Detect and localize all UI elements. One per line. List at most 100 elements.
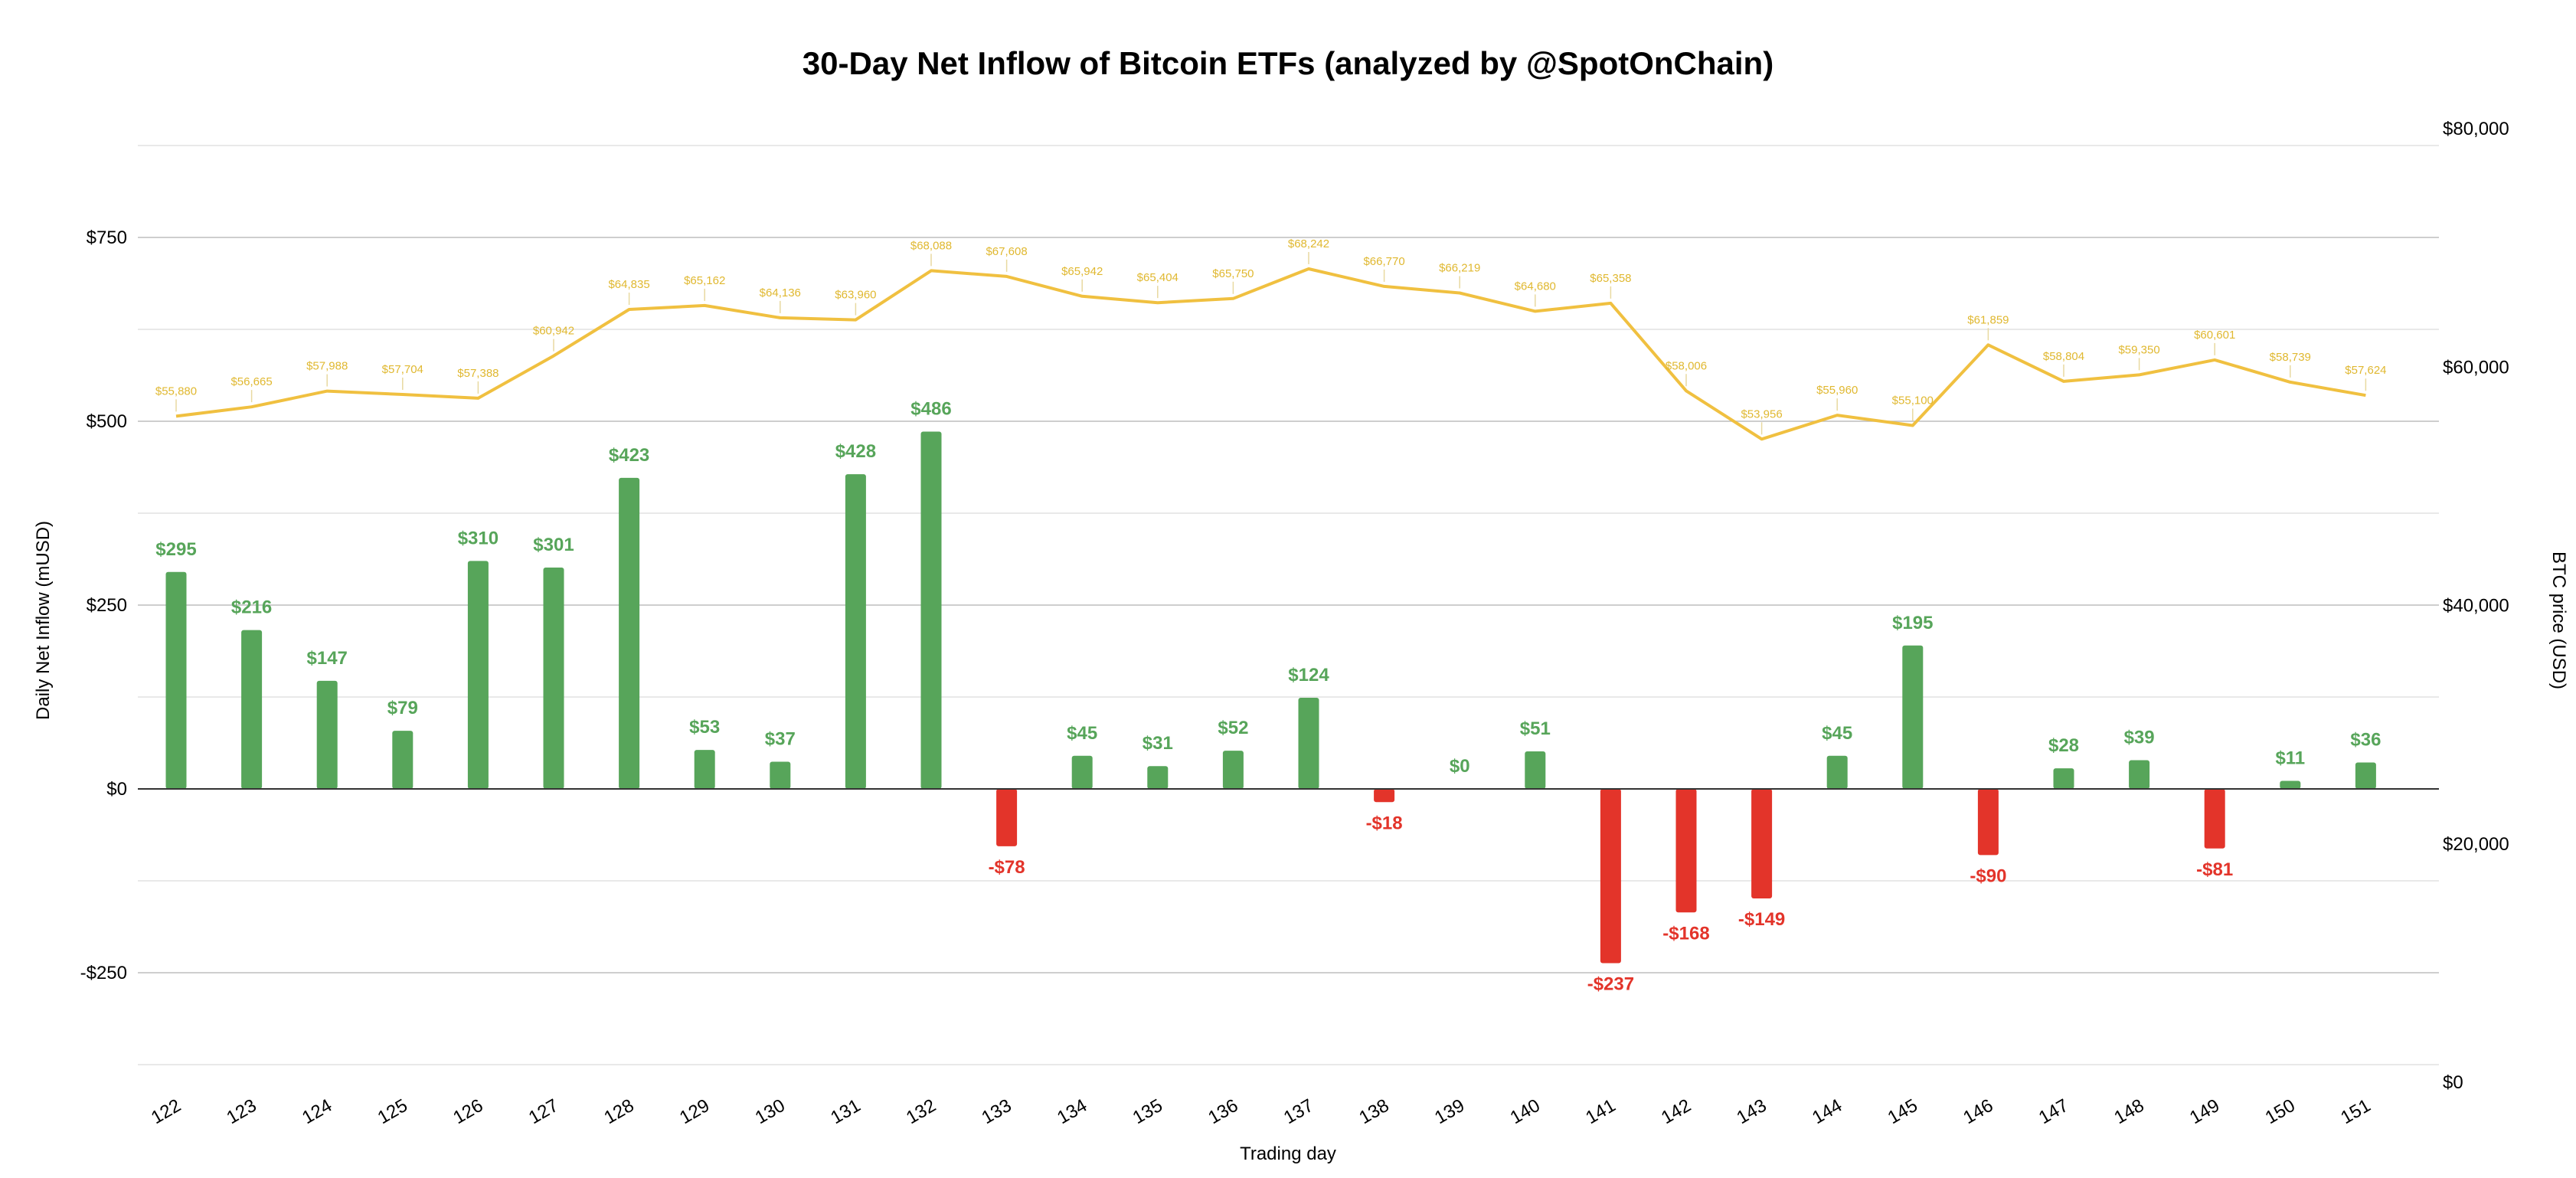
right-tick-label: $80,000: [2443, 119, 2509, 139]
bar-data-label: $301: [533, 535, 574, 555]
price-data-label: $65,162: [684, 274, 725, 287]
bar: [316, 680, 338, 789]
bar: [1977, 789, 1999, 856]
price-data-label: $56,665: [230, 375, 272, 388]
price-data-label: $68,088: [910, 239, 952, 252]
x-tick-label: 147: [2035, 1095, 2072, 1128]
bar-data-label: $0: [1450, 756, 1470, 777]
x-tick-label: 138: [1355, 1095, 1392, 1128]
bar: [2053, 768, 2074, 789]
price-data-label: $68,242: [1288, 237, 1329, 250]
price-data-label: $58,006: [1666, 359, 1707, 372]
price-data-label: $57,704: [382, 363, 423, 376]
price-data-label: $55,880: [155, 384, 197, 398]
bar-data-label: -$90: [1970, 866, 2006, 886]
bar: [1902, 645, 1924, 789]
bar-data-label: -$81: [2196, 859, 2233, 880]
x-tick-label: 128: [600, 1095, 637, 1128]
y2-axis-label: BTC price (USD): [2548, 551, 2569, 689]
bar: [1222, 751, 1244, 789]
price-data-label: $65,404: [1137, 271, 1178, 284]
bar: [2204, 789, 2225, 849]
bar-series: $295 $216 $147 $79 $310 $301 $423 $53 $37 $428 $48…: [155, 398, 2381, 994]
x-tick-label: 145: [1885, 1095, 1921, 1128]
bar: [2280, 780, 2301, 789]
bar-data-label: $216: [231, 597, 272, 618]
price-data-label: $67,608: [986, 245, 1027, 258]
x-tick-label: 134: [1054, 1095, 1090, 1128]
x-tick-label: 127: [525, 1095, 562, 1128]
price-data-label: $64,835: [608, 278, 649, 291]
left-tick-label: -$250: [80, 963, 127, 983]
x-tick-label: 137: [1280, 1095, 1317, 1128]
bar-data-label: -$18: [1366, 813, 1403, 833]
left-tick-label: $500: [87, 411, 127, 432]
price-data-label: $57,624: [2345, 364, 2386, 377]
x-tick-label: 126: [449, 1095, 486, 1128]
bar-data-label: -$78: [989, 857, 1025, 878]
bar-data-label: $423: [609, 445, 649, 466]
x-tick-label: 123: [223, 1095, 260, 1128]
right-axis-ticks: $80,000 $60,000 $40,000 $20,000 $0: [2443, 119, 2509, 1093]
price-data-label: $65,358: [1590, 272, 1631, 285]
x-tick-label: 146: [1960, 1095, 1996, 1128]
bar-data-label: $11: [2275, 748, 2305, 768]
bar-data-label: $295: [155, 539, 196, 560]
bar-data-label: $147: [307, 648, 348, 669]
gridlines: [138, 145, 2439, 1065]
bar: [1751, 789, 1773, 899]
x-tick-label: 131: [827, 1095, 864, 1128]
bar-data-label: -$237: [1587, 974, 1634, 995]
price-data-label: $55,100: [1892, 394, 1934, 407]
x-tick-label: 142: [1658, 1095, 1695, 1128]
bar: [1374, 789, 1395, 803]
bar-data-label: $51: [1520, 718, 1551, 739]
y-axis-label: Daily Net Inflow (mUSD): [33, 521, 54, 720]
price-data-label: $57,988: [306, 360, 348, 373]
x-axis-label: Trading day: [1240, 1144, 1336, 1164]
bar-data-label: $52: [1218, 718, 1248, 738]
x-tick-label: 150: [2262, 1095, 2299, 1128]
bar: [694, 750, 715, 789]
x-tick-label: 151: [2337, 1095, 2374, 1128]
right-tick-label: $0: [2443, 1072, 2463, 1093]
x-tick-label: 149: [2186, 1095, 2223, 1128]
bar-data-label: -$149: [1738, 909, 1785, 930]
price-line-series: $55,880 $56,665 $57,988 $57,704 $57,388 $60,9…: [155, 237, 2387, 441]
bar: [543, 568, 564, 789]
x-tick-label: 144: [1809, 1095, 1845, 1128]
bar-data-label: $124: [1288, 665, 1329, 686]
price-data-label: $55,960: [1816, 384, 1858, 397]
x-tick-label: 143: [1733, 1095, 1770, 1128]
bar: [392, 731, 414, 789]
price-data-label: $53,956: [1741, 407, 1782, 420]
bar-data-label: $195: [1892, 613, 1933, 633]
bar: [241, 630, 263, 789]
right-tick-label: $60,000: [2443, 357, 2509, 378]
bar-data-label: $45: [1822, 723, 1852, 744]
x-axis-ticks: 122 123 124 125 126 127 128 129 130 131 132 133 134 1…: [148, 1095, 2375, 1128]
x-tick-label: 122: [148, 1095, 185, 1128]
x-tick-label: 132: [903, 1095, 940, 1128]
left-tick-label: $0: [106, 779, 127, 800]
bar-data-label: $428: [835, 441, 876, 462]
price-data-label: $65,750: [1212, 267, 1254, 280]
price-data-label: $64,680: [1515, 280, 1556, 293]
x-tick-label: 136: [1205, 1095, 1241, 1128]
bar: [1298, 697, 1319, 789]
price-data-label: $65,942: [1061, 265, 1103, 278]
bar: [619, 477, 640, 789]
left-tick-label: $250: [87, 595, 127, 616]
price-data-label: $60,942: [533, 325, 574, 338]
bar: [2355, 762, 2376, 789]
x-tick-label: 129: [676, 1095, 713, 1128]
price-data-label: $66,219: [1439, 261, 1480, 274]
bar: [1826, 755, 1848, 789]
price-data-label: $61,859: [1967, 313, 2009, 326]
bar-data-label: $45: [1067, 723, 1097, 744]
bar-data-label: $310: [458, 528, 499, 548]
bar: [1525, 751, 1546, 789]
bar-data-label: $39: [2124, 728, 2155, 748]
price-data-label: $60,601: [2194, 329, 2235, 342]
